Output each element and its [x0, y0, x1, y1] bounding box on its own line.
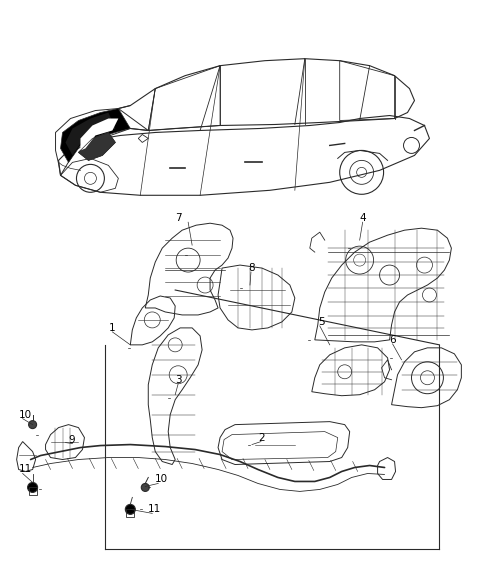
- Circle shape: [29, 420, 36, 429]
- Text: 9: 9: [69, 435, 75, 445]
- Circle shape: [28, 482, 37, 492]
- Text: 6: 6: [390, 335, 396, 345]
- Text: 4: 4: [360, 213, 366, 223]
- Circle shape: [125, 505, 135, 514]
- Text: 11: 11: [148, 505, 161, 514]
- Polygon shape: [65, 112, 115, 155]
- Text: 3: 3: [175, 375, 182, 385]
- Text: 8: 8: [248, 263, 254, 273]
- Polygon shape: [81, 119, 119, 151]
- Polygon shape: [60, 109, 130, 162]
- Text: 5: 5: [318, 317, 324, 327]
- Text: 2: 2: [258, 433, 264, 443]
- Text: 10: 10: [19, 410, 32, 420]
- Text: 7: 7: [175, 213, 182, 223]
- Text: 10: 10: [155, 475, 168, 485]
- Text: 11: 11: [19, 465, 32, 475]
- Circle shape: [141, 483, 149, 492]
- Polygon shape: [78, 132, 115, 161]
- Text: 1: 1: [108, 323, 115, 333]
